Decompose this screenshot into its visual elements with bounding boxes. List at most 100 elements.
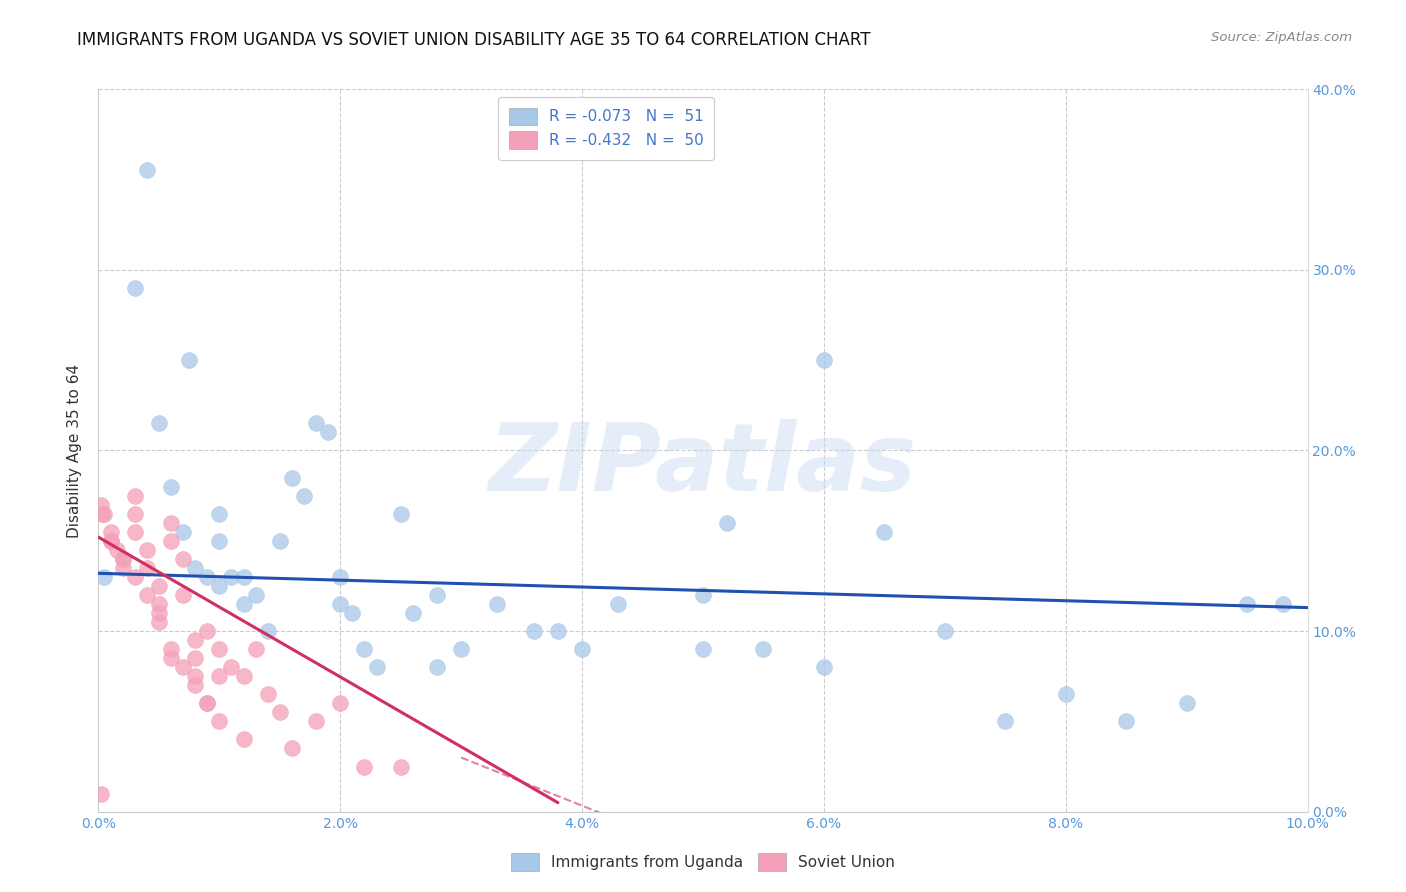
Point xyxy=(160,642,183,657)
Point xyxy=(208,579,231,593)
Point xyxy=(1175,697,1198,711)
Point xyxy=(172,551,194,566)
Point xyxy=(184,633,207,648)
Point xyxy=(692,642,714,657)
Point xyxy=(305,417,328,431)
Point xyxy=(1115,714,1137,729)
Point xyxy=(148,606,170,620)
Point xyxy=(160,533,183,548)
Point xyxy=(184,678,207,692)
Y-axis label: Disability Age 35 to 64: Disability Age 35 to 64 xyxy=(67,363,83,538)
Point xyxy=(124,489,146,503)
Point xyxy=(523,624,546,639)
Point xyxy=(93,507,115,521)
Point xyxy=(135,561,157,575)
Point xyxy=(813,353,835,368)
Point xyxy=(90,498,112,512)
Point xyxy=(316,425,339,440)
Point xyxy=(124,570,146,584)
Point xyxy=(148,579,170,593)
Point xyxy=(269,533,291,548)
Point xyxy=(486,597,509,611)
Point xyxy=(160,651,183,665)
Point xyxy=(1272,597,1295,611)
Point xyxy=(366,660,388,674)
Point xyxy=(135,163,157,178)
Point xyxy=(160,516,183,530)
Point xyxy=(1236,597,1258,611)
Point xyxy=(232,669,254,683)
Point xyxy=(426,588,449,602)
Point xyxy=(692,588,714,602)
Point xyxy=(208,533,231,548)
Point xyxy=(232,732,254,747)
Point xyxy=(716,516,738,530)
Point xyxy=(752,642,775,657)
Point xyxy=(100,533,122,548)
Point xyxy=(111,561,134,575)
Point xyxy=(135,542,157,557)
Point xyxy=(124,524,146,539)
Point xyxy=(208,714,231,729)
Point xyxy=(100,533,122,548)
Point xyxy=(292,489,315,503)
Point xyxy=(105,542,128,557)
Point xyxy=(172,660,194,674)
Point xyxy=(195,697,218,711)
Point xyxy=(353,642,375,657)
Point xyxy=(172,588,194,602)
Point xyxy=(93,570,115,584)
Point xyxy=(1054,687,1077,701)
Point xyxy=(179,353,201,368)
Point xyxy=(305,714,328,729)
Point xyxy=(160,480,183,494)
Point xyxy=(873,524,896,539)
Point xyxy=(281,470,304,484)
Legend: Immigrants from Uganda, Soviet Union: Immigrants from Uganda, Soviet Union xyxy=(505,847,901,877)
Point xyxy=(256,624,278,639)
Point xyxy=(232,570,254,584)
Point xyxy=(195,570,218,584)
Text: Source: ZipAtlas.com: Source: ZipAtlas.com xyxy=(1212,31,1353,45)
Point xyxy=(245,588,267,602)
Point xyxy=(269,706,291,720)
Point xyxy=(426,660,449,674)
Point xyxy=(389,507,412,521)
Point xyxy=(934,624,956,639)
Legend: R = -0.073   N =  51, R = -0.432   N =  50: R = -0.073 N = 51, R = -0.432 N = 50 xyxy=(498,97,714,160)
Point xyxy=(111,551,134,566)
Point xyxy=(195,697,218,711)
Point xyxy=(148,597,170,611)
Text: ZIPatlas: ZIPatlas xyxy=(489,419,917,511)
Point xyxy=(148,417,170,431)
Point xyxy=(208,669,231,683)
Point xyxy=(184,669,207,683)
Point xyxy=(994,714,1017,729)
Point xyxy=(184,561,207,575)
Point xyxy=(402,606,425,620)
Point xyxy=(329,697,352,711)
Point xyxy=(184,651,207,665)
Point xyxy=(124,281,146,295)
Point xyxy=(90,787,112,801)
Point xyxy=(135,588,157,602)
Point xyxy=(208,507,231,521)
Point xyxy=(245,642,267,657)
Point xyxy=(148,615,170,629)
Point xyxy=(172,524,194,539)
Point xyxy=(195,624,218,639)
Point xyxy=(329,570,352,584)
Point xyxy=(100,524,122,539)
Point xyxy=(208,642,231,657)
Point xyxy=(124,507,146,521)
Point xyxy=(232,597,254,611)
Point xyxy=(256,687,278,701)
Point xyxy=(111,551,134,566)
Point xyxy=(571,642,593,657)
Point xyxy=(281,741,304,756)
Point xyxy=(813,660,835,674)
Point xyxy=(353,759,375,773)
Point xyxy=(91,507,114,521)
Point xyxy=(221,570,243,584)
Point xyxy=(389,759,412,773)
